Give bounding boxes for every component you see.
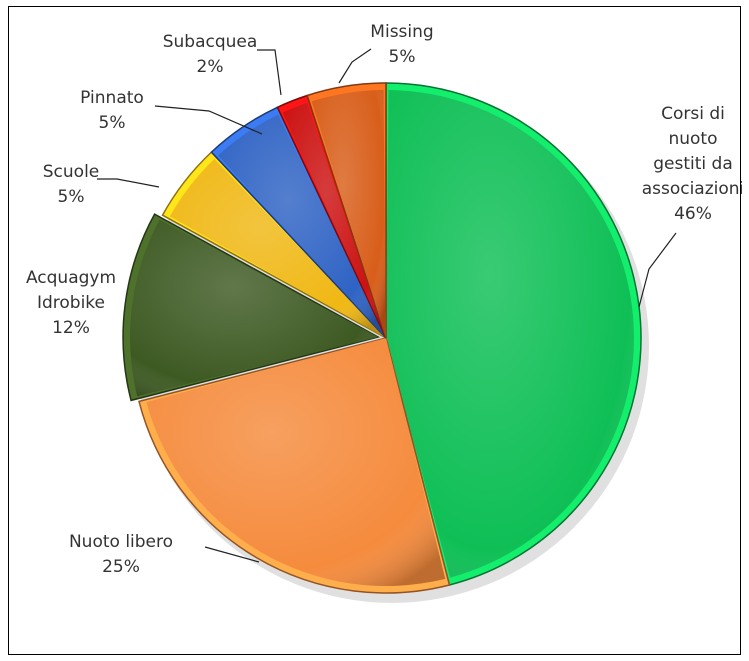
leader-line xyxy=(154,105,263,135)
slice-name-label: Corsi di xyxy=(661,104,725,124)
slice-name-label: Nuoto libero xyxy=(69,532,173,552)
slice-percent-label: 5% xyxy=(389,47,416,67)
pie-chart: Corsi di nuoto gestiti da associazioni 46% Nu… xyxy=(26,22,742,603)
slice-name-label: Pinnato xyxy=(80,88,144,108)
pie-slice-subacquea xyxy=(276,94,387,339)
pie-slice-pinnato xyxy=(210,106,387,339)
leader-line-layer xyxy=(97,48,677,563)
pie-slice-nuoto-libero xyxy=(138,337,451,594)
slice-percent-label: 12% xyxy=(52,318,90,338)
slice-percent-label: 25% xyxy=(102,557,140,577)
slice-name-label: Missing xyxy=(370,22,433,42)
pie-slice-layer xyxy=(122,82,642,594)
slice-percent-label: 2% xyxy=(197,57,224,77)
pie-slice-scuole xyxy=(161,151,387,339)
leader-line xyxy=(338,48,372,84)
label-layer: Corsi di nuoto gestiti da associazioni 46% Nu… xyxy=(26,22,742,577)
leader-line xyxy=(97,178,160,188)
slice-name-label: Subacquea xyxy=(163,32,258,52)
slice-percent-label: 5% xyxy=(58,187,85,207)
leader-line xyxy=(257,49,282,96)
slice-name-label: Idrobike xyxy=(37,293,105,313)
slice-name-label: Scuole xyxy=(43,162,100,182)
pie-slice-gloss xyxy=(311,90,386,339)
slice-name-label: Acquagym xyxy=(26,268,116,288)
leader-line xyxy=(638,232,677,308)
pie-slice-gloss xyxy=(386,90,634,578)
slice-name-label: associazioni xyxy=(642,179,742,199)
pie-slice-corsi-di-nuoto-gestiti-da-associazioni xyxy=(385,82,642,586)
leader-line xyxy=(204,546,260,563)
chart-frame: Corsi di nuoto gestiti da associazioni 46% Nu… xyxy=(8,6,742,655)
slice-name-label: gestiti da xyxy=(653,154,733,174)
pie-slice-missing xyxy=(306,82,387,339)
pie-slice-gloss xyxy=(218,114,386,338)
slice-percent-label: 46% xyxy=(674,204,712,224)
pie-slice-gloss xyxy=(282,102,386,338)
slice-name-label: nuoto xyxy=(668,129,717,149)
pie-slice-gloss xyxy=(130,219,379,397)
pie-slice-acquagym-idrobike xyxy=(122,213,381,402)
slice-percent-label: 5% xyxy=(99,113,126,133)
pie-slice-gloss xyxy=(146,338,446,586)
pie-slice-gloss xyxy=(169,158,386,338)
